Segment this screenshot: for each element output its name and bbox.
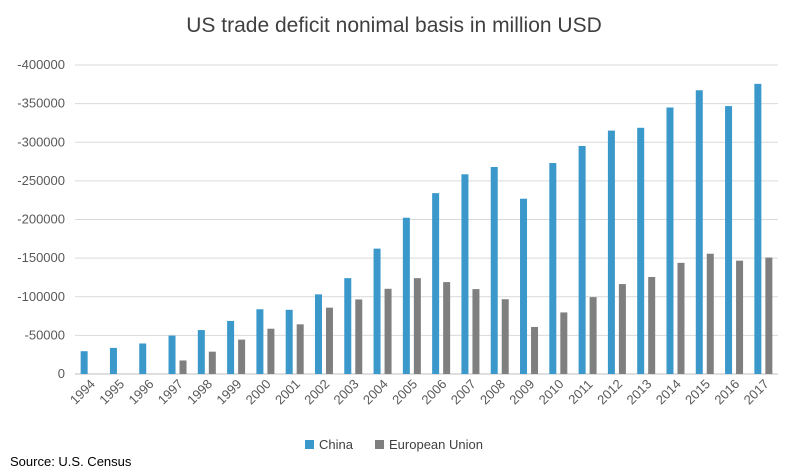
x-tick-label: 2007	[448, 376, 479, 407]
bar-china	[520, 198, 528, 374]
bar-china	[197, 330, 205, 374]
bar-china	[402, 217, 410, 374]
bar-china	[314, 294, 322, 374]
bar-european-union	[618, 284, 626, 374]
bar-european-union	[296, 324, 304, 374]
bar-china	[725, 106, 733, 375]
x-tick-label: 2009	[506, 376, 537, 407]
y-tick-label: -400000	[17, 57, 65, 72]
legend-item-china: China	[305, 437, 353, 452]
bar-china	[139, 343, 147, 374]
bar-china	[168, 335, 176, 374]
x-tick-label: 2015	[682, 376, 713, 407]
bar-european-union	[208, 351, 216, 374]
x-tick-label: 2006	[418, 376, 449, 407]
bar-china	[666, 107, 674, 375]
bar-china	[285, 309, 293, 374]
x-tick-label: 2003	[331, 376, 362, 407]
x-tick-label: 2008	[477, 376, 508, 407]
bar-china	[549, 163, 557, 374]
bar-european-union	[706, 253, 714, 374]
x-tick-label: 1995	[96, 376, 127, 407]
x-tick-label: 2012	[594, 376, 625, 407]
bar-china	[432, 193, 440, 374]
y-tick-label: -200000	[17, 212, 65, 227]
bar-european-union	[384, 288, 392, 374]
x-tick-label: 1996	[126, 376, 157, 407]
bar-european-union	[472, 289, 480, 374]
bar-china	[637, 127, 645, 374]
bars	[80, 83, 773, 375]
y-tick-label: -150000	[17, 250, 65, 265]
x-tick-label: 2010	[536, 376, 567, 407]
bar-china	[607, 130, 615, 374]
legend-label-china: China	[319, 437, 353, 452]
x-tick-label: 1997	[155, 376, 186, 407]
bar-european-union	[325, 307, 333, 374]
bar-european-union	[589, 297, 597, 374]
x-tick-label: 2005	[389, 376, 420, 407]
y-axis-ticks: 0 -50000 -100000 -150000 -200000 -250000 -3000…	[17, 57, 65, 381]
bar-european-union	[443, 282, 451, 374]
bar-china	[461, 174, 469, 374]
x-tick-label: 2000	[243, 376, 274, 407]
x-tick-label: 2017	[741, 376, 772, 407]
bar-china	[109, 347, 117, 374]
gridlines	[75, 64, 778, 375]
x-tick-label: 2004	[360, 376, 391, 407]
bar-china	[80, 351, 88, 374]
bar-china	[344, 278, 352, 374]
x-tick-label: 2014	[653, 376, 684, 407]
bar-european-union	[179, 360, 187, 374]
bar-china	[227, 320, 235, 374]
x-axis-ticks: 1994199519961997199819992000200120022003…	[67, 376, 772, 407]
bar-european-union	[238, 339, 246, 374]
bar-european-union	[765, 257, 773, 374]
bar-china	[695, 90, 703, 375]
legend-label-european-union: European Union	[389, 437, 483, 452]
x-tick-label: 2011	[565, 377, 595, 407]
x-tick-label: 1994	[67, 376, 98, 407]
y-tick-label: -50000	[25, 327, 65, 342]
bar-china	[578, 145, 586, 374]
x-tick-label: 2013	[623, 376, 654, 407]
x-tick-label: 1999	[213, 376, 244, 407]
y-tick-label: -300000	[17, 134, 65, 149]
y-tick-label: -250000	[17, 173, 65, 188]
legend-item-european-union: European Union	[375, 437, 483, 452]
x-tick-label: 2016	[711, 376, 742, 407]
y-tick-label: -100000	[17, 289, 65, 304]
legend-swatch-european-union	[375, 440, 384, 449]
y-tick-label: -350000	[17, 96, 65, 111]
bar-china	[373, 248, 381, 374]
legend: China European Union	[0, 437, 788, 452]
bar-european-union	[736, 260, 744, 374]
x-tick-label: 2001	[272, 376, 303, 407]
bar-china	[256, 309, 264, 374]
bar-european-union	[560, 312, 568, 374]
bar-european-union	[677, 262, 685, 374]
bar-european-union	[648, 276, 656, 374]
legend-swatch-china	[305, 440, 315, 449]
source-note: Source: U.S. Census	[10, 454, 132, 469]
x-tick-label: 1998	[184, 376, 215, 407]
y-tick-label: 0	[58, 366, 65, 381]
bar-european-union	[413, 278, 421, 374]
bar-european-union	[501, 299, 509, 374]
chart-title: US trade deficit nonimal basis in millio…	[186, 14, 602, 37]
bar-european-union	[355, 299, 363, 374]
bar-china	[490, 166, 498, 374]
bar-european-union	[267, 328, 275, 374]
bar-european-union	[531, 326, 539, 374]
x-tick-label: 2002	[301, 376, 332, 407]
bar-china	[754, 83, 762, 374]
